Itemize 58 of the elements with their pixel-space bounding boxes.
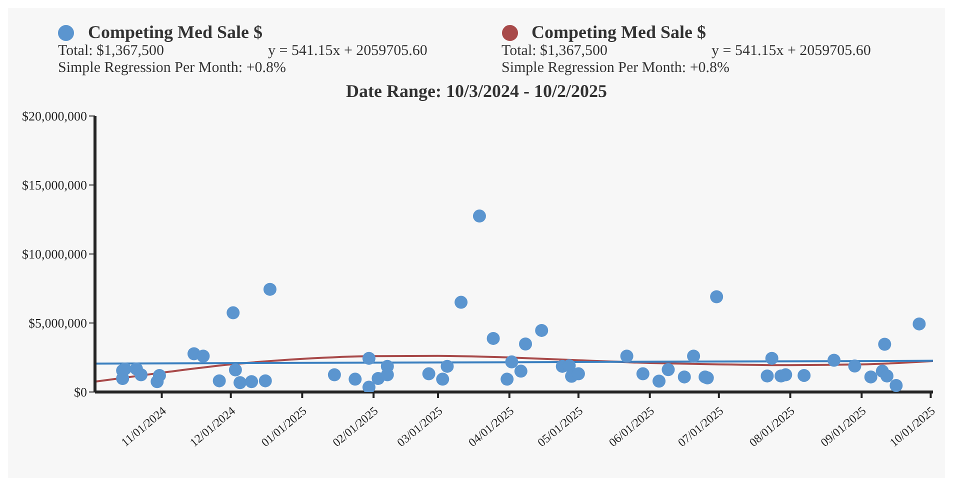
point bbox=[765, 352, 778, 365]
point bbox=[422, 367, 436, 380]
point bbox=[454, 296, 468, 309]
point bbox=[678, 370, 691, 384]
point bbox=[880, 369, 894, 382]
y-tick-label: $15,000,000 bbox=[22, 178, 87, 193]
text: y = 541.15x + 2059705.60 bbox=[268, 43, 428, 60]
point bbox=[226, 306, 240, 320]
text: Simple Regression Per Month: +0.8% bbox=[502, 60, 731, 77]
text: y = 541.15x + 2059705.60 bbox=[712, 43, 871, 60]
point bbox=[864, 370, 878, 384]
legend-label: Competing Med Sale $ bbox=[88, 22, 262, 43]
point bbox=[636, 367, 650, 380]
point bbox=[328, 368, 341, 382]
point bbox=[798, 368, 811, 382]
point bbox=[912, 317, 926, 330]
point bbox=[620, 350, 634, 363]
point bbox=[258, 374, 272, 388]
point bbox=[687, 350, 700, 363]
point bbox=[535, 324, 548, 337]
point bbox=[152, 368, 166, 382]
text: Total: $1,367,500 bbox=[58, 43, 166, 60]
point bbox=[134, 368, 148, 382]
point bbox=[380, 368, 394, 382]
point bbox=[878, 338, 892, 351]
point bbox=[828, 354, 841, 367]
point bbox=[710, 290, 724, 304]
point bbox=[440, 360, 454, 373]
point bbox=[472, 210, 486, 223]
y-tick-label: $0 bbox=[74, 384, 87, 400]
point bbox=[505, 355, 518, 368]
point bbox=[245, 375, 258, 388]
point bbox=[760, 369, 774, 382]
point bbox=[362, 380, 376, 392]
y-tick-label: $5,000,000 bbox=[28, 316, 87, 331]
point bbox=[500, 372, 514, 386]
point bbox=[572, 367, 585, 380]
point bbox=[362, 352, 376, 365]
point bbox=[848, 360, 862, 373]
point bbox=[652, 374, 666, 388]
y-tick-label: $20,000,000 bbox=[22, 108, 87, 124]
point bbox=[228, 363, 242, 376]
point bbox=[348, 372, 362, 386]
text: Total: $1,367,500 bbox=[502, 43, 609, 60]
legend-label: Competing Med Sale $ bbox=[532, 22, 706, 43]
point bbox=[486, 332, 500, 345]
point bbox=[519, 337, 532, 350]
point bbox=[514, 364, 528, 378]
point bbox=[662, 363, 675, 376]
point bbox=[212, 374, 226, 388]
point bbox=[234, 376, 247, 390]
point bbox=[436, 372, 450, 386]
point bbox=[890, 379, 903, 392]
point bbox=[263, 282, 276, 296]
text: Simple Regression Per Month: +0.8% bbox=[58, 60, 288, 77]
point bbox=[196, 350, 210, 363]
y-tick-label: $10,000,000 bbox=[22, 246, 87, 262]
chart-title: Date Range: 10/3/2024 - 10/2/2025 bbox=[345, 81, 608, 102]
